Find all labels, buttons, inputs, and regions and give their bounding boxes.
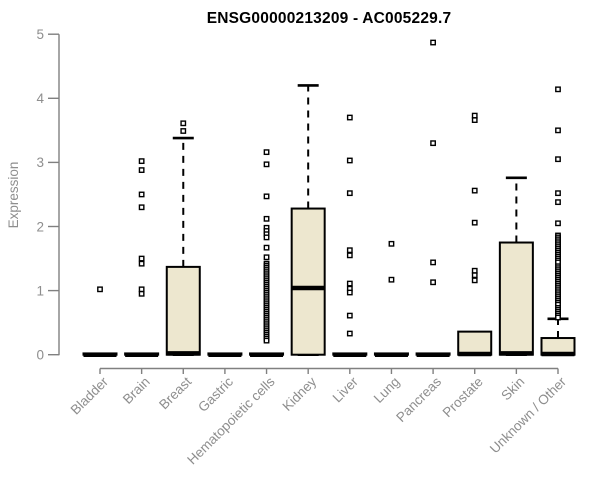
outlier-point-liver <box>346 289 353 296</box>
outlier-point-hematopoietic-cells <box>263 244 270 251</box>
outlier-point-unknown-other <box>555 220 561 227</box>
outlier-point-brain <box>138 290 145 297</box>
x-tick-label-bladder: Bladder <box>68 374 112 418</box>
y-tick-label: 2 <box>36 219 44 234</box>
box-prostate <box>457 330 493 356</box>
outlier-point-unknown-other <box>555 86 561 93</box>
y-tick-label: 5 <box>36 27 44 42</box>
outlier-point-prostate <box>471 219 478 226</box>
outlier-point-hematopoietic-cells <box>263 234 270 241</box>
chart-title: ENSG00000213209 - AC005229.7 <box>206 10 452 27</box>
x-tick-label-pancreas: Pancreas <box>393 374 444 425</box>
outlier-point-bladder <box>97 286 103 293</box>
outlier-point-prostate <box>471 117 478 123</box>
outlier-point-brain <box>138 260 145 267</box>
x-tick-label-kidney: Kidney <box>280 374 320 414</box>
outlier-point-hematopoietic-cells <box>263 337 270 344</box>
outlier-point-brain <box>138 255 145 262</box>
y-tick-label: 1 <box>36 283 44 298</box>
outlier-point-liver <box>346 190 353 197</box>
outlier-point-liver <box>346 312 353 319</box>
y-tick-label: 3 <box>36 155 44 170</box>
outlier-point-pancreas <box>430 140 436 147</box>
x-tick-label-brain: Brain <box>120 374 153 407</box>
outlier-point-liver <box>346 252 353 259</box>
outlier-point-brain <box>138 286 145 293</box>
outlier-point-liver <box>346 280 353 287</box>
x-tick-label-skin: Skin <box>498 374 527 403</box>
outlier-point-breast <box>180 128 187 134</box>
outlier-point-pancreas <box>430 259 436 266</box>
box-breast <box>165 265 201 356</box>
outlier-point-liver <box>346 247 353 254</box>
outlier-point-liver <box>346 330 353 337</box>
outlier-point-unknown-other <box>555 199 561 206</box>
x-tick-label-prostate: Prostate <box>440 374 486 420</box>
x-tick-label-breast: Breast <box>156 374 194 412</box>
outlier-point-lung <box>388 276 395 283</box>
outlier-point-hematopoietic-cells <box>263 193 270 200</box>
x-tick-label-gastric: Gastric <box>195 374 236 415</box>
outlier-point-pancreas <box>430 39 436 46</box>
outlier-point-liver <box>346 157 353 164</box>
y-tick-label: 4 <box>36 91 44 106</box>
outlier-point-hematopoietic-cells <box>263 254 270 261</box>
outlier-point-prostate <box>471 112 478 119</box>
outlier-point-breast <box>180 120 187 127</box>
outlier-point-hematopoietic-cells <box>263 149 270 156</box>
outlier-point-brain <box>138 204 145 211</box>
outlier-point-unknown-other <box>555 314 561 321</box>
outlier-point-hematopoietic-cells <box>263 215 270 222</box>
outlier-point-liver <box>346 114 353 121</box>
outlier-point-unknown-other <box>555 156 561 163</box>
box-kidney <box>290 207 326 356</box>
outlier-point-lung <box>388 240 395 247</box>
outlier-point-prostate <box>471 277 478 284</box>
outlier-point-unknown-other <box>555 127 561 134</box>
outlier-point-brain <box>138 191 145 198</box>
outlier-point-pancreas <box>430 279 436 286</box>
outlier-point-prostate <box>471 272 478 279</box>
outlier-point-hematopoietic-cells <box>263 161 270 168</box>
outlier-point-brain <box>138 158 145 165</box>
outlier-point-unknown-other <box>555 190 561 197</box>
outlier-point-prostate <box>471 267 478 274</box>
x-tick-label-lung: Lung <box>371 374 403 406</box>
x-tick-label-liver: Liver <box>330 374 362 406</box>
outlier-point-brain <box>138 167 145 173</box>
outlier-point-prostate <box>471 187 478 194</box>
y-tick-label: 0 <box>36 348 44 363</box>
x-tick-label-unknown-other: Unknown / Other <box>487 374 570 457</box>
box-skin <box>498 241 534 356</box>
